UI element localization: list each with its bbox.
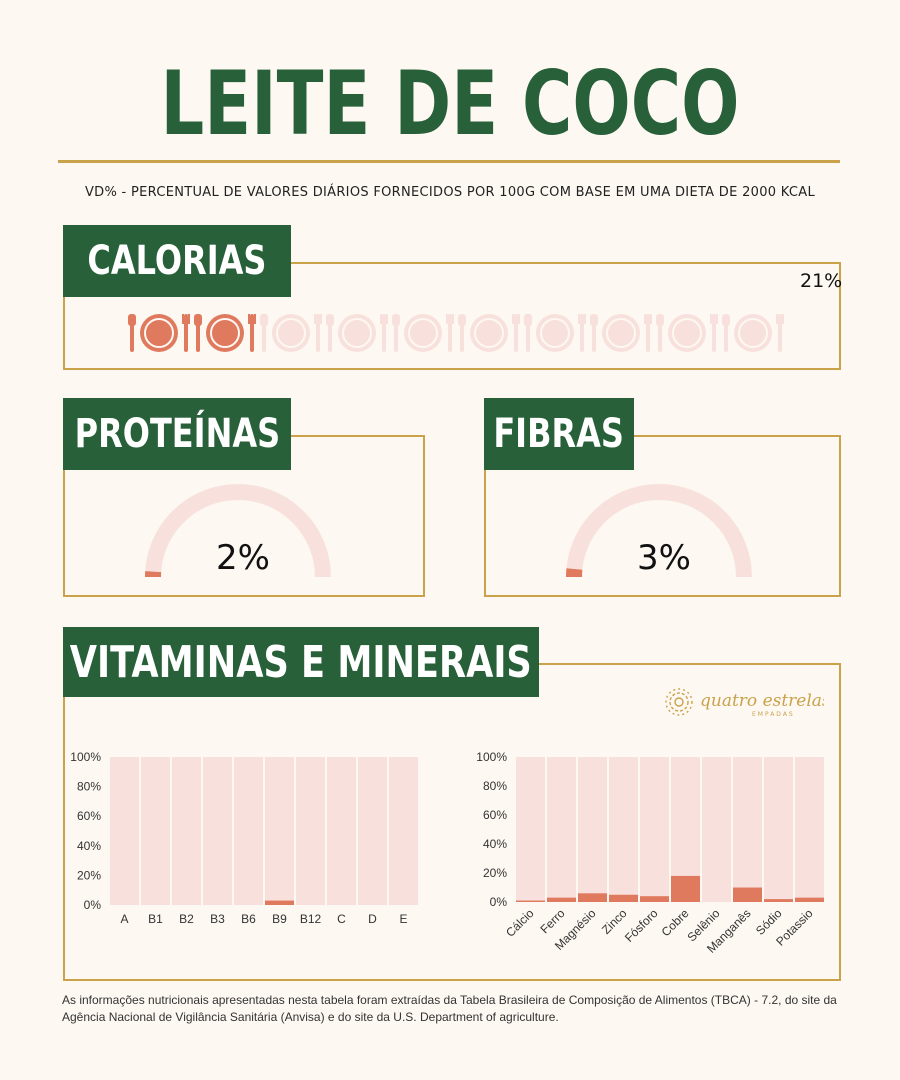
plate-with-utensils-icon: [656, 314, 718, 352]
y-tick-label: 100%: [70, 750, 101, 764]
bar: [671, 875, 700, 902]
bar-background: [110, 757, 139, 905]
bar-background: [203, 757, 232, 905]
fibras-label: FIBRAS: [484, 398, 634, 470]
y-tick-label: 80%: [77, 780, 101, 794]
bar-background: [609, 757, 638, 902]
bar: [733, 887, 762, 902]
x-tick-label: B2: [179, 912, 194, 926]
bar: [578, 893, 607, 902]
y-tick-label: 0%: [490, 895, 508, 909]
bar-background: [764, 757, 793, 902]
fibras-gauge: [566, 484, 752, 578]
brand-logo: quatro estrelas EMPADAS: [665, 688, 824, 718]
fibras-label-text: FIBRAS: [493, 411, 625, 457]
plate-with-utensils-icon: [722, 314, 784, 352]
bar-background: [265, 757, 294, 905]
proteinas-label: PROTEÍNAS: [63, 398, 291, 470]
y-tick-label: 40%: [483, 837, 507, 851]
bar: [609, 894, 638, 902]
page-title: LEITE DE COCO: [160, 52, 740, 155]
bar-background: [640, 757, 669, 902]
plate-with-utensils-icon: [326, 314, 388, 352]
calorias-label-text: CALORIAS: [87, 238, 267, 284]
vitaminas-minerais-label-text: VITAMINAS E MINERAIS: [69, 636, 533, 688]
brand-logo-text: quatro estrelas: [700, 691, 824, 711]
source-footnote: As informações nutricionais apresentadas…: [62, 993, 837, 1024]
x-tick-label: D: [368, 912, 377, 926]
plate-with-utensils-icon: [590, 314, 652, 352]
bar: [640, 896, 669, 902]
plate-with-utensils-icon: [194, 314, 256, 352]
x-tick-label: A: [120, 912, 128, 926]
bar-background: [547, 757, 576, 902]
bar-background: [733, 757, 762, 902]
page-subtitle: VD% - PERCENTUAL DE VALORES DIÁRIOS FORN…: [84, 185, 816, 200]
y-tick-label: 80%: [483, 779, 507, 793]
calorias-icon-row: [128, 314, 784, 352]
y-tick-label: 20%: [483, 866, 507, 880]
y-tick-label: 60%: [483, 808, 507, 822]
plate-with-utensils-icon: [458, 314, 520, 352]
bar-background: [389, 757, 418, 905]
bar-background: [327, 757, 356, 905]
bar-background: [358, 757, 387, 905]
plate-with-utensils-icon: [392, 314, 454, 352]
bar: [547, 897, 576, 902]
x-tick-label: B6: [241, 912, 256, 926]
fibras-box: [484, 435, 841, 597]
x-tick-label: B1: [148, 912, 163, 926]
plate-with-utensils-icon: [524, 314, 586, 352]
x-tick-label: B12: [300, 912, 322, 926]
bar-background: [702, 757, 731, 902]
x-tick-label: Cálcio: [503, 906, 537, 940]
proteinas-gauge: [145, 484, 331, 578]
x-tick-label: B3: [210, 912, 225, 926]
y-tick-label: 60%: [77, 809, 101, 823]
plate-with-utensils-icon: [260, 314, 322, 352]
y-tick-label: 100%: [476, 750, 507, 764]
y-tick-label: 0%: [84, 898, 102, 912]
mandala-icon: [665, 688, 693, 716]
bar: [516, 900, 545, 902]
proteinas-value: 2%: [216, 538, 270, 578]
y-tick-label: 20%: [77, 868, 101, 882]
bar-background: [578, 757, 607, 902]
x-tick-label: C: [337, 912, 346, 926]
bar-background: [516, 757, 545, 902]
bar-background: [296, 757, 325, 905]
calorias-value: 21%: [800, 270, 843, 292]
x-tick-label: Fósforo: [622, 906, 661, 945]
calorias-label: CALORIAS: [63, 225, 291, 297]
proteinas-label-text: PROTEÍNAS: [74, 411, 280, 457]
bar-background: [234, 757, 263, 905]
bar-background: [795, 757, 824, 902]
gauge-track: [145, 484, 331, 578]
bar: [764, 899, 793, 902]
gauge-track: [566, 484, 752, 578]
x-tick-label: E: [399, 912, 407, 926]
vitamins-chart: 0% 20% 40% 60% 80% 100% A B1 B2 B3 B6 B9 B12 C D E: [70, 750, 418, 926]
bar: [795, 897, 824, 902]
bar: [265, 900, 294, 905]
title-divider: [58, 160, 840, 163]
fibras-value: 3%: [637, 538, 691, 578]
bar-background: [172, 757, 201, 905]
x-tick-label: B9: [272, 912, 287, 926]
brand-logo-subtext: EMPADAS: [752, 711, 795, 718]
y-tick-label: 40%: [77, 839, 101, 853]
calorias-box: [63, 262, 841, 370]
plate-with-utensils-icon: [128, 314, 190, 352]
vitaminas-minerais-label: VITAMINAS E MINERAIS: [63, 627, 539, 697]
bar-background: [141, 757, 170, 905]
